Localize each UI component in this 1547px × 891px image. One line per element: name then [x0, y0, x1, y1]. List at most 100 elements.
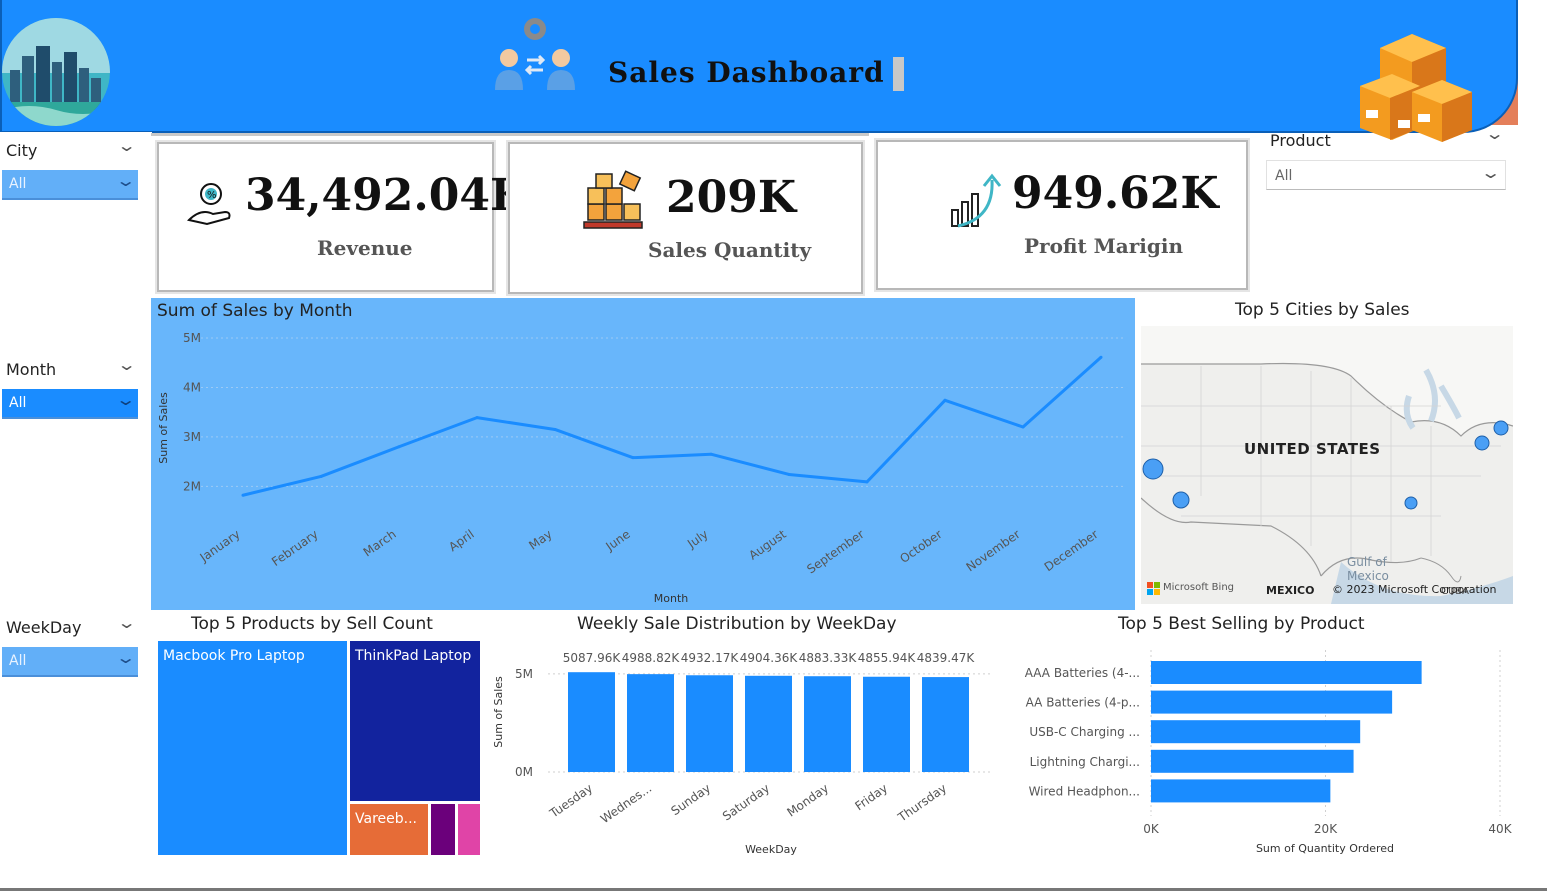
x-tick-label: Friday [852, 781, 890, 813]
treemap-tile[interactable] [431, 804, 455, 855]
top-cities-title: Top 5 Cities by Sales [1235, 300, 1410, 320]
weekday-bar [686, 675, 733, 772]
x-tick-label: January [197, 527, 243, 565]
x-tick-label: December [1042, 527, 1101, 574]
y-tick-label: 4M [183, 380, 201, 394]
x-tick-label: Monday [784, 781, 831, 820]
weekday-slicer-value: All [9, 653, 27, 669]
bar-data-label: 4883.33K [799, 651, 858, 665]
line-point [943, 398, 947, 402]
bar-data-label: 4932.17K [681, 651, 740, 665]
weekday-bar [568, 672, 615, 772]
city-slicer-dropdown[interactable]: All ⌄ [2, 170, 138, 200]
weekday-slicer-label: WeekDay [6, 618, 82, 637]
line-point [241, 493, 245, 497]
x-tick-label: Wednes... [598, 781, 654, 826]
weekday-bar [745, 675, 792, 772]
treemap-tile[interactable]: Vareeb... [350, 804, 428, 855]
x-tick-label: June [602, 527, 632, 554]
bar-data-label: 4988.82K [622, 651, 681, 665]
line-point [397, 445, 401, 449]
product-slicer-dropdown[interactable]: All ⌄ [1266, 160, 1506, 190]
line-point [553, 427, 557, 431]
month-slicer-label: Month [6, 360, 57, 379]
kpi-card-profit-margin[interactable]: 949.62K Profit Marigin [876, 140, 1248, 290]
team-settings-icon [493, 12, 577, 92]
y-tick-label: USB-C Charging ... [1029, 725, 1140, 739]
city-bubble [1493, 420, 1509, 436]
y-tick-label: 5M [183, 331, 201, 345]
growth-chart-icon [948, 172, 1006, 234]
product-bar [1151, 720, 1361, 744]
kpi-value-profit-margin: 949.62K [1012, 168, 1219, 219]
best-selling-bar-chart[interactable]: 0K 20K 40K AAA Batteries (4-... AA Batteries… [1010, 640, 1530, 862]
x-tick-label: 20K [1314, 822, 1338, 836]
kpi-value-sales-quantity: 209K [666, 172, 797, 223]
weekday-slicer-dropdown[interactable]: All ⌄ [2, 647, 138, 677]
x-tick-label: October [897, 527, 944, 566]
best-selling-title: Top 5 Best Selling by Product [1118, 614, 1365, 634]
chevron-down-icon[interactable]: ⌄ [116, 136, 137, 155]
money-hand-icon: % [185, 178, 237, 234]
y-tick-label: 5M [515, 667, 533, 681]
treemap-title: Top 5 Products by Sell Count [191, 614, 433, 634]
x-tick-label: Sunday [668, 781, 713, 818]
bar-data-label: 4855.94K [858, 651, 917, 665]
city-bubble [1474, 435, 1490, 451]
chevron-down-icon[interactable]: ⌄ [116, 355, 137, 374]
x-tick-label: 0K [1143, 822, 1160, 836]
y-tick-label: Wired Headphon... [1029, 784, 1140, 798]
weekday-bar [804, 676, 851, 772]
chevron-down-icon: ⌄ [114, 390, 137, 409]
product-bar [1151, 749, 1354, 773]
weekday-bar [863, 676, 910, 772]
kpi-card-sales-quantity[interactable]: 209K Sales Quantity [508, 142, 863, 294]
product-slicer-value: All [1275, 168, 1293, 184]
bar-data-label: 4904.36K [740, 651, 799, 665]
month-slicer-dropdown[interactable]: All ⌄ [2, 389, 138, 419]
weekday-bar-chart[interactable]: 0M 5M 5087.96K Tuesday 4988.82K Wednes... 4932… [488, 640, 1000, 862]
x-tick-label: 40K [1488, 822, 1512, 836]
x-tick-label: Thursday [895, 781, 950, 825]
sales-line [242, 356, 1102, 497]
treemap-tile[interactable]: Macbook Pro Laptop [158, 641, 347, 855]
line-point [865, 480, 869, 484]
x-axis-title: Sum of Quantity Ordered [1256, 842, 1394, 855]
kpi-value-revenue: 34,492.04K [245, 170, 529, 221]
line-point [787, 472, 791, 476]
title-cursor [893, 57, 904, 91]
weekday-bar [627, 674, 674, 772]
sales-by-month-chart[interactable]: Sum of Sales by Month 2M 3M 4M 5M January Feb… [151, 298, 1135, 610]
city-bubble [1142, 458, 1164, 480]
dashboard-title: Sales Dashboard [608, 56, 885, 89]
x-tick-label: February [269, 527, 321, 569]
products-treemap[interactable]: Macbook Pro Laptop ThinkPad Laptop Varee… [158, 641, 480, 855]
bar-data-label: 5087.96K [563, 651, 622, 665]
line-point [475, 416, 479, 420]
line-point [709, 452, 713, 456]
treemap-tile-label: Vareeb... [355, 811, 417, 827]
map-gulf-label: Mexico [1347, 569, 1389, 583]
x-tick-label: July [684, 527, 711, 551]
boxes-icon [1356, 30, 1476, 142]
chevron-down-icon: ⌄ [114, 648, 137, 667]
pallet-boxes-icon [582, 170, 644, 236]
kpi-label-sales-quantity: Sales Quantity [648, 238, 812, 262]
month-slicer-value: All [9, 395, 27, 411]
y-tick-label: Lightning Chargi... [1030, 755, 1140, 769]
treemap-tile[interactable]: ThinkPad Laptop [350, 641, 480, 801]
city-slicer-label: City [6, 141, 38, 160]
top-cities-map[interactable]: UNITED STATES Gulf of Mexico MEXICO CUBA… [1141, 326, 1513, 604]
chevron-down-icon[interactable]: ⌄ [1484, 124, 1505, 143]
bar-data-label: 4839.47K [917, 651, 976, 665]
city-slicer-value: All [9, 176, 27, 192]
x-tick-label: Tuesday [546, 781, 595, 821]
treemap-tile[interactable] [458, 804, 480, 855]
chevron-down-icon[interactable]: ⌄ [116, 613, 137, 632]
y-tick-label: AAA Batteries (4-... [1025, 666, 1140, 680]
city-bubble [1172, 491, 1190, 509]
weekday-bar [922, 677, 969, 772]
kpi-card-revenue[interactable]: % 34,492.04K Revenue [157, 142, 528, 292]
footer-rule [0, 888, 1547, 891]
svg-text:%: % [207, 190, 217, 201]
